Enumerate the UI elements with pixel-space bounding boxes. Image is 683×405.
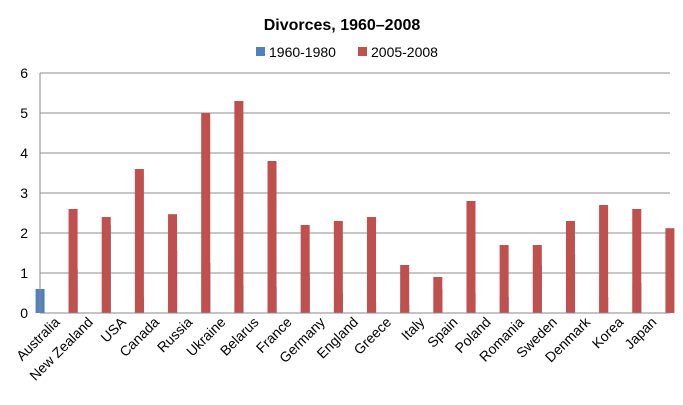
y-axis-ticks: 0 1 2 3 4 5 6 (20, 65, 28, 321)
bar-2005-2008-germany (333, 221, 343, 313)
bar-2005-2008-australia (68, 209, 78, 313)
legend-swatch-1960-1980 (256, 47, 265, 56)
bar-2005-2008-russia (201, 113, 211, 313)
legend: 1960-1980 2005-2008 (256, 44, 438, 60)
bar-2005-2008-spain (466, 201, 476, 313)
bar-2005-2008-japan (665, 228, 675, 313)
y-tick-label: 3 (20, 185, 28, 201)
y-tick-label: 1 (20, 265, 28, 281)
bar-2005-2008-usa (134, 169, 144, 313)
y-tick-label: 4 (20, 145, 28, 161)
bars (35, 101, 675, 313)
y-tick-label: 2 (20, 225, 28, 241)
y-tick-label: 5 (20, 105, 28, 121)
legend-label-1960-1980: 1960-1980 (269, 44, 336, 60)
bar-2005-2008-new-zealand (101, 217, 111, 313)
x-tick-label: Greece (350, 314, 394, 358)
bar-2005-2008-korea (632, 209, 642, 313)
chart-title: Divorces, 1960–2008 (264, 17, 421, 34)
x-tick-label: Japan (621, 314, 659, 352)
x-tick-label: Korea (589, 314, 627, 352)
bar-2005-2008-denmark (599, 205, 609, 313)
y-tick-label: 6 (20, 65, 28, 81)
legend-label-2005-2008: 2005-2008 (371, 44, 438, 60)
legend-swatch-2005-2008 (358, 47, 367, 56)
bar-2005-2008-poland (499, 245, 509, 313)
bar-2005-2008-italy (433, 277, 443, 313)
bar-2005-2008-belarus (267, 161, 277, 313)
gridlines (40, 72, 670, 274)
bar-2005-2008-romania (532, 245, 542, 313)
bar-2005-2008-greece (400, 265, 410, 313)
bar-2005-2008-england (367, 217, 376, 313)
bar-2005-2008-canada (168, 214, 178, 313)
y-tick-label: 0 (20, 305, 28, 321)
bar-2005-2008-sweden (565, 221, 575, 313)
bar-2005-2008-france (300, 225, 310, 313)
bar-2005-2008-ukraine (234, 101, 244, 313)
